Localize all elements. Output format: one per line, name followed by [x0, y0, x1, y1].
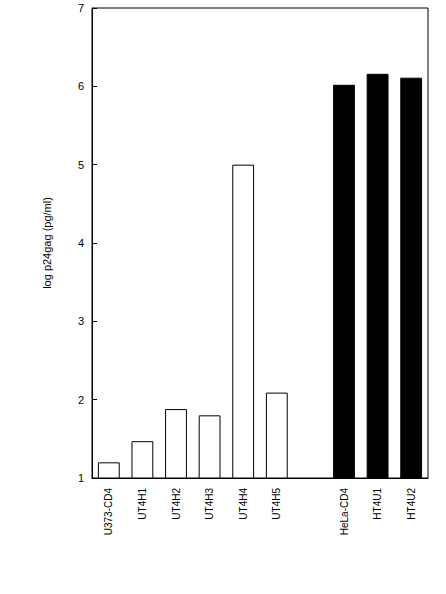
svg-text:UT4H5: UT4H5: [271, 488, 282, 520]
svg-text:HT4U1: HT4U1: [372, 488, 383, 520]
svg-text:3: 3: [78, 315, 84, 327]
svg-text:HeLa-CD4: HeLa-CD4: [339, 488, 350, 536]
svg-text:2: 2: [78, 394, 84, 406]
svg-text:6: 6: [78, 80, 84, 92]
svg-text:7: 7: [78, 2, 84, 14]
svg-text:UT4H3: UT4H3: [204, 488, 215, 520]
svg-text:UT4H2: UT4H2: [171, 488, 182, 520]
svg-text:4: 4: [78, 237, 84, 249]
svg-text:log p24gag (pg/ml): log p24gag (pg/ml): [41, 197, 53, 289]
svg-text:U373-CD4: U373-CD4: [103, 488, 114, 536]
svg-text:5: 5: [78, 159, 84, 171]
svg-text:UT4H4: UT4H4: [238, 488, 249, 520]
svg-text:HT4U2: HT4U2: [406, 488, 417, 520]
svg-text:UT4H1: UT4H1: [137, 488, 148, 520]
svg-text:1: 1: [78, 472, 84, 484]
